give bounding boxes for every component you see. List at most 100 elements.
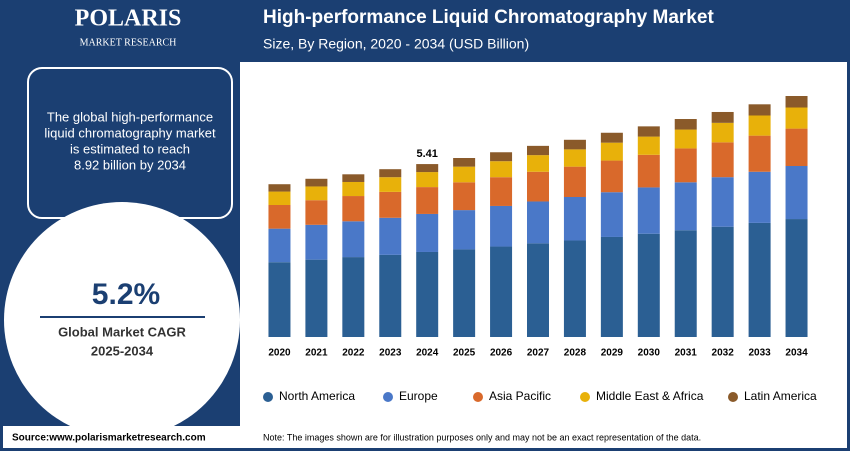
- bar-segment: [305, 224, 328, 260]
- bar-segment: [563, 139, 586, 150]
- bar-segment: [563, 197, 586, 241]
- bar-segment: [637, 136, 660, 155]
- bar-segment: [305, 200, 328, 225]
- x-tick-label: 2032: [712, 348, 735, 359]
- bar-segment: [748, 135, 771, 172]
- bar-segment: [600, 192, 623, 237]
- chart-subtitle: Size, By Region, 2020 - 2034 (USD Billio…: [263, 36, 529, 52]
- chart-title: High-performance Liquid Chromatography M…: [263, 7, 714, 28]
- x-tick-label: 2020: [268, 348, 291, 359]
- x-tick-label: 2022: [342, 348, 365, 359]
- note: Note: The images shown are for illustrat…: [263, 432, 701, 442]
- bar-segment: [490, 161, 513, 178]
- bar-segment: [711, 177, 734, 227]
- bar-segment: [490, 246, 513, 337]
- bar-segment: [600, 132, 623, 143]
- bar-segment: [527, 201, 549, 244]
- legend-marker: [728, 392, 738, 402]
- summary-line: liquid chromatography market: [44, 125, 216, 140]
- bar-segment: [490, 177, 513, 206]
- bar-segment: [527, 243, 549, 337]
- total-label: 5.41: [416, 148, 437, 160]
- bar-segment: [563, 166, 586, 198]
- bar-segment: [785, 128, 808, 166]
- bar-segment: [342, 174, 365, 182]
- logo-name: POLARIS: [75, 6, 182, 32]
- x-tick-label: 2024: [416, 348, 439, 359]
- bar-segment: [674, 129, 697, 149]
- bar-segment: [305, 178, 328, 187]
- bar-segment: [416, 187, 439, 214]
- bar-segment: [748, 104, 771, 116]
- bar-segment: [268, 228, 291, 263]
- bar-segment: [342, 196, 365, 222]
- x-tick-label: 2028: [564, 348, 587, 359]
- bar-segment: [416, 213, 439, 252]
- bar-segment: [748, 115, 771, 136]
- bar-segment: [527, 145, 549, 156]
- bar-segment: [785, 219, 808, 337]
- bar-segment: [453, 249, 476, 337]
- bar-segment: [453, 210, 476, 250]
- bar-segment: [563, 149, 586, 167]
- cagr-value: 5.2%: [92, 278, 160, 311]
- x-tick-label: 2025: [453, 348, 476, 359]
- bar-segment: [674, 230, 697, 337]
- legend-marker: [580, 392, 590, 402]
- x-tick-label: 2027: [527, 348, 550, 359]
- legend-label: Latin America: [744, 389, 817, 403]
- x-tick-label: 2030: [638, 348, 661, 359]
- bar-segment: [711, 226, 734, 337]
- bar-segment: [416, 164, 439, 173]
- summary-line: 8.92 billion by 2034: [74, 157, 186, 172]
- bar-segment: [268, 204, 291, 229]
- logo-tagline: MARKET RESEARCH: [80, 37, 177, 48]
- bar-segment: [379, 169, 402, 178]
- bar-segment: [379, 254, 402, 337]
- cagr-circle: [4, 202, 240, 426]
- bar-segment: [785, 107, 808, 129]
- bar-segment: [527, 171, 549, 202]
- bar-segment: [453, 158, 476, 167]
- bar-segment: [637, 126, 660, 137]
- legend-label: Asia Pacific: [489, 389, 551, 403]
- bar-segment: [490, 205, 513, 247]
- bar-segment: [711, 142, 734, 178]
- bar-segment: [379, 217, 402, 255]
- bar-segment: [785, 165, 808, 220]
- x-tick-label: 2023: [379, 348, 402, 359]
- bar-segment: [637, 233, 660, 337]
- legend-marker: [473, 392, 483, 402]
- source: Source:www.polarismarketresearch.com: [12, 433, 206, 444]
- bar-segment: [600, 236, 623, 337]
- x-tick-label: 2034: [785, 348, 808, 359]
- x-tick-label: 2021: [305, 348, 328, 359]
- bar-segment: [674, 148, 697, 183]
- bar-segment: [453, 166, 476, 183]
- bar-segment: [305, 186, 328, 201]
- cagr-period: 2025-2034: [91, 343, 154, 358]
- x-tick-label: 2033: [748, 348, 771, 359]
- x-tick-label: 2031: [675, 348, 698, 359]
- legend-marker: [383, 392, 393, 402]
- legend-marker: [263, 392, 273, 402]
- bar-segment: [342, 181, 365, 197]
- legend-label: North America: [279, 389, 355, 403]
- x-tick-label: 2029: [601, 348, 624, 359]
- bar-segment: [711, 111, 734, 123]
- bar-segment: [600, 160, 623, 193]
- bar-segment: [674, 182, 697, 231]
- bar-segment: [268, 191, 291, 205]
- bar-segment: [268, 184, 291, 192]
- bar-segment: [342, 221, 365, 258]
- bar-segment: [268, 262, 291, 337]
- bar-segment: [600, 142, 623, 161]
- bar-segment: [711, 122, 734, 143]
- bar-segment: [527, 155, 549, 172]
- bar-segment: [748, 222, 771, 337]
- bar-segment: [416, 172, 439, 188]
- bar-segment: [342, 257, 365, 337]
- bar-segment: [637, 154, 660, 188]
